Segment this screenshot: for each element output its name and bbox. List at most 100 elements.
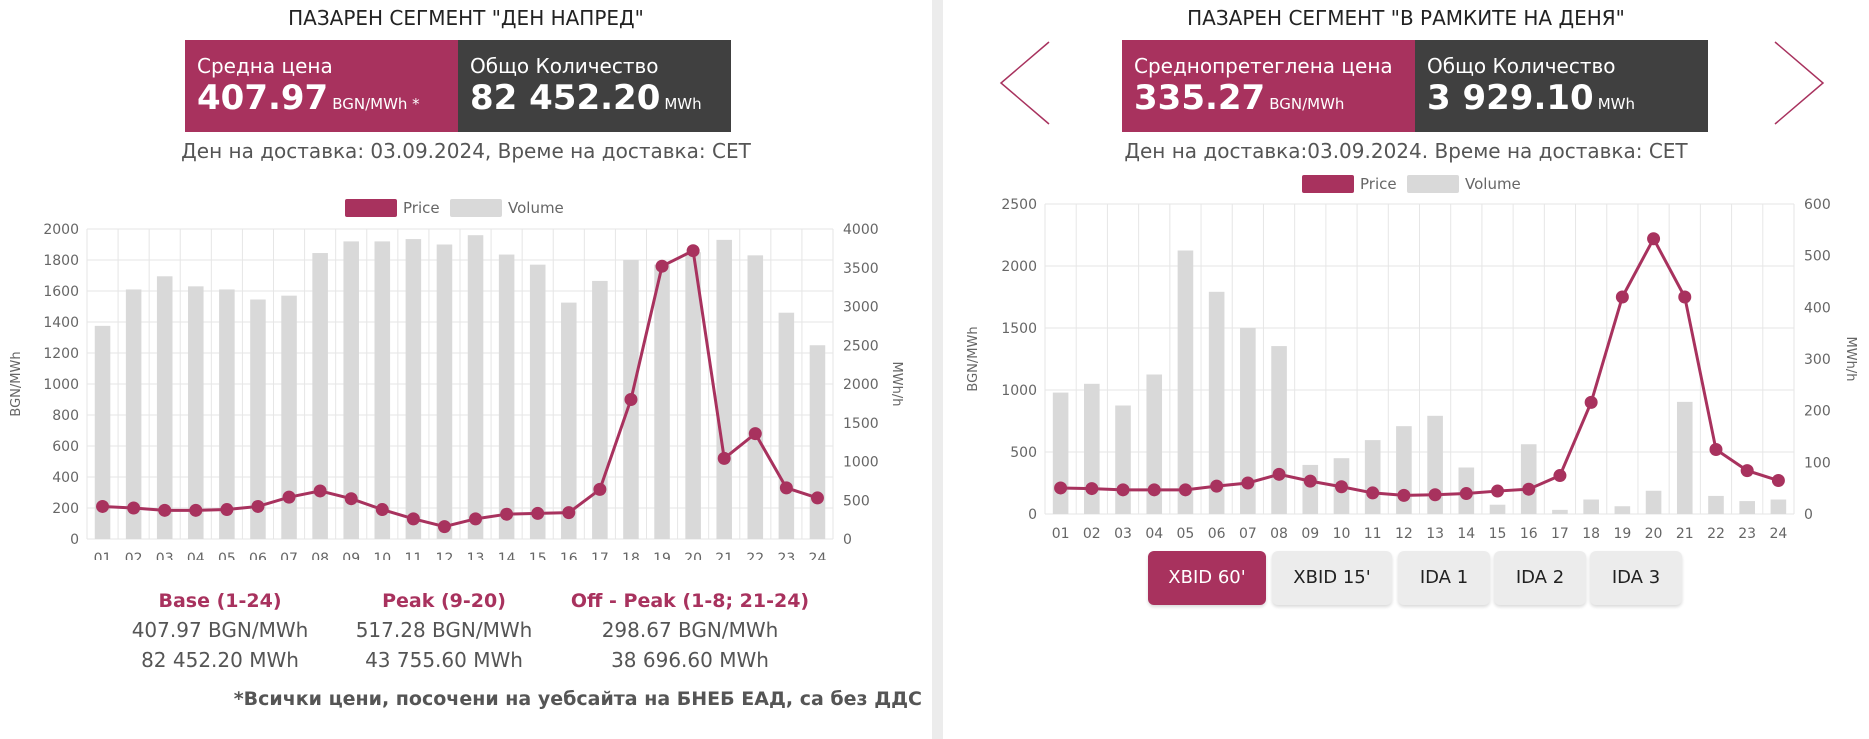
total-volume-unit: MWh	[664, 95, 702, 113]
delivery-info: Ден на доставка: 03.09.2024, Време на до…	[181, 139, 751, 163]
volume-bar	[498, 254, 515, 539]
prev-arrow-icon[interactable]	[999, 40, 1051, 126]
x-tick-label: 15	[529, 551, 547, 560]
weighted-price-value: 335.27	[1134, 78, 1266, 118]
y2-tick-label: 2000	[843, 377, 879, 393]
y-tick-label: 2500	[1001, 197, 1037, 213]
x-tick-label: 17	[1551, 526, 1569, 542]
total-volume-unit: MWh	[1597, 95, 1635, 113]
price-point	[282, 490, 296, 504]
volume-bar	[467, 235, 484, 539]
y2-tick-label: 3000	[843, 300, 879, 316]
tab-xbid-60[interactable]: XBID 60'	[1148, 551, 1266, 605]
volume-bar	[561, 302, 577, 539]
price-point	[1116, 483, 1130, 497]
volume-bar	[436, 244, 453, 539]
x-tick-label: 22	[1707, 526, 1725, 542]
x-tick-label: 05	[218, 551, 236, 560]
legend-volume-swatch	[1407, 175, 1459, 193]
price-point	[1241, 476, 1255, 490]
y-tick-label: 2000	[1001, 259, 1037, 275]
stats-volume: 43 755.60 MWh	[365, 648, 523, 672]
total-volume-box: Общо Количество 82 452.20 MWh	[458, 40, 731, 132]
volume-bar	[747, 255, 764, 539]
y2-tick-label: 500	[843, 493, 870, 509]
x-tick-label: 20	[1645, 526, 1663, 542]
x-tick-label: 03	[1114, 526, 1132, 542]
y-tick-label: 1000	[43, 377, 79, 393]
x-tick-label: 05	[1177, 526, 1195, 542]
volume-bar	[685, 252, 701, 539]
y-tick-label: 2000	[43, 222, 79, 238]
x-tick-label: 07	[1239, 526, 1257, 542]
price-point	[1584, 395, 1598, 409]
stats-peak: Peak (9-20) 517.28 BGN/MWh 43 755.60 MWh	[334, 590, 554, 672]
x-tick-label: 15	[1489, 526, 1507, 542]
price-point	[344, 492, 358, 506]
x-tick-label: 02	[1083, 526, 1101, 542]
y2-axis-label: MWh/h	[1843, 337, 1858, 382]
price-point	[779, 481, 793, 495]
legend-price-label: Price	[403, 199, 440, 217]
stats-off-peak: Off - Peak (1-8; 21-24) 298.67 BGN/MWh 3…	[560, 590, 820, 672]
total-volume-value: 3 929.10	[1427, 78, 1594, 118]
y2-tick-label: 1500	[843, 416, 879, 432]
x-tick-label: 03	[156, 551, 174, 560]
price-point	[469, 512, 483, 526]
tab-xbid-15[interactable]: XBID 15'	[1272, 551, 1392, 605]
intraday-panel: ПАЗАРЕН СЕГМЕНТ "В РАМКИТЕ НА ДЕНЯ" Сред…	[943, 0, 1869, 739]
y2-tick-label: 200	[1804, 404, 1831, 420]
price-point	[1709, 443, 1723, 457]
stats-price: 407.97 BGN/MWh	[131, 618, 309, 642]
price-point	[1054, 481, 1068, 495]
y2-tick-label: 500	[1804, 249, 1831, 265]
price-point	[717, 451, 731, 465]
x-tick-label: 14	[498, 551, 516, 560]
volume-bar	[1364, 440, 1381, 514]
x-tick-label: 18	[622, 551, 640, 560]
y-tick-label: 1500	[1001, 321, 1037, 337]
price-point	[531, 506, 545, 520]
x-tick-label: 09	[342, 551, 360, 560]
total-volume-box: Общо Количество 3 929.10 MWh	[1415, 40, 1708, 132]
y2-tick-label: 300	[1804, 352, 1831, 368]
x-tick-label: 17	[591, 551, 609, 560]
next-arrow-icon[interactable]	[1773, 40, 1825, 126]
y2-tick-label: 2500	[843, 338, 879, 354]
x-tick-label: 14	[1457, 526, 1475, 542]
y2-axis-label: MWh/h	[889, 362, 904, 407]
y-tick-label: 1200	[43, 346, 79, 362]
y2-tick-label: 0	[1804, 507, 1813, 523]
volume-bar	[188, 286, 204, 539]
y-tick-label: 1600	[43, 284, 79, 300]
price-point	[96, 499, 110, 513]
average-price-unit: BGN/MWh *	[332, 95, 420, 113]
x-tick-label: 20	[684, 551, 702, 560]
stats-heading: Peak (9-20)	[382, 590, 506, 612]
price-point	[1178, 483, 1192, 497]
tab-ida-2[interactable]: IDA 2	[1494, 551, 1586, 605]
tab-ida-3[interactable]: IDA 3	[1590, 551, 1682, 605]
y-tick-label: 800	[52, 408, 79, 424]
y-tick-label: 600	[52, 439, 79, 455]
tab-ida-1[interactable]: IDA 1	[1398, 551, 1490, 605]
volume-bar	[1427, 415, 1443, 514]
volume-bar	[1708, 495, 1724, 514]
x-tick-label: 13	[467, 551, 485, 560]
stats-price: 298.67 BGN/MWh	[601, 618, 779, 642]
x-tick-label: 08	[1270, 526, 1288, 542]
volume-bar	[1240, 328, 1256, 514]
volume-bar	[716, 239, 732, 539]
delivery-info: Ден на доставка:03.09.2024. Време на дос…	[1124, 139, 1688, 163]
price-point	[1491, 484, 1505, 498]
day-ahead-title: ПАЗАРЕН СЕГМЕНТ "ДЕН НАПРЕД"	[288, 6, 644, 30]
x-tick-label: 04	[1145, 526, 1163, 542]
volume-bar	[1676, 401, 1693, 514]
average-price-label: Средна цена	[197, 54, 333, 78]
weighted-price-label: Среднопретеглена цена	[1134, 54, 1393, 78]
y2-tick-label: 400	[1804, 300, 1831, 316]
x-tick-label: 24	[1769, 526, 1787, 542]
x-tick-label: 18	[1582, 526, 1600, 542]
volume-bar	[1739, 501, 1755, 514]
weighted-price-box: Среднопретеглена цена 335.27 BGN/MWh	[1122, 40, 1415, 132]
